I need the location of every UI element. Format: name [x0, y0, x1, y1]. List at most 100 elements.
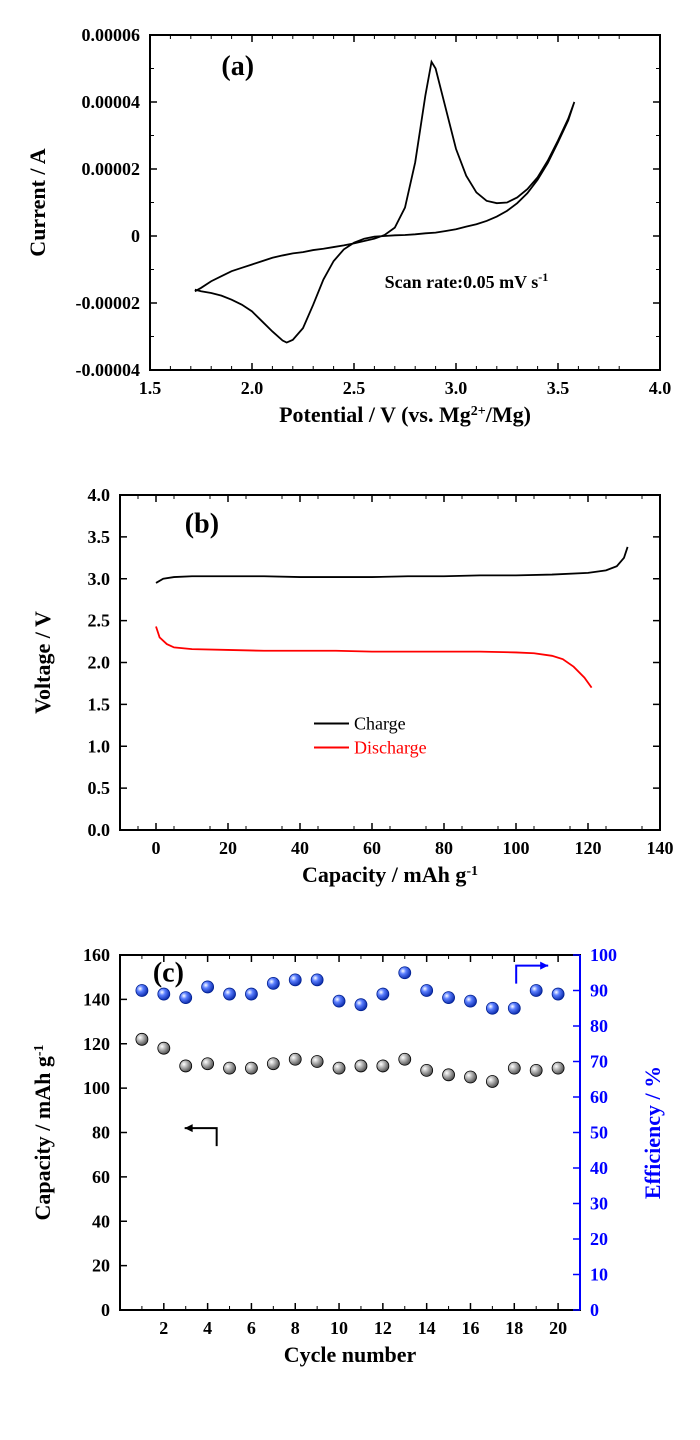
panel-c-xlabel: Cycle number [284, 1342, 417, 1367]
legend-discharge: Discharge [354, 738, 427, 758]
capacity-point [552, 1062, 564, 1074]
panel-c-svg: 2468101214161820020406080100120140160010… [20, 940, 680, 1380]
panel-a-annotation: Scan rate:0.05 mV s-1 [385, 270, 549, 292]
svg-text:20: 20 [590, 1229, 608, 1249]
svg-text:80: 80 [92, 1123, 110, 1143]
capacity-point [289, 1053, 301, 1065]
svg-text:60: 60 [92, 1167, 110, 1187]
efficiency-point [508, 1002, 520, 1014]
svg-text:140: 140 [83, 989, 110, 1009]
svg-text:Potential / V (vs. Mg2+/Mg): Potential / V (vs. Mg2+/Mg) [279, 402, 531, 427]
panel-b-svg: 0204060801001201400.00.51.01.52.02.53.03… [20, 480, 680, 900]
panel-a-label: (a) [221, 51, 254, 82]
efficiency-point [377, 988, 389, 1000]
svg-text:4: 4 [203, 1318, 212, 1338]
svg-text:0: 0 [131, 226, 140, 246]
svg-text:3.5: 3.5 [547, 378, 570, 398]
capacity-point [443, 1069, 455, 1081]
capacity-point [136, 1033, 148, 1045]
svg-text:10: 10 [330, 1318, 348, 1338]
svg-text:-0.00004: -0.00004 [76, 360, 141, 380]
efficiency-point [421, 985, 433, 997]
svg-text:3.0: 3.0 [445, 378, 468, 398]
svg-text:100: 100 [503, 838, 530, 858]
svg-text:2.0: 2.0 [88, 653, 111, 673]
svg-text:2.0: 2.0 [241, 378, 264, 398]
svg-text:3.0: 3.0 [88, 569, 111, 589]
efficiency-point [399, 967, 411, 979]
panel-c-ylabel-right: Efficiency / % [640, 1066, 665, 1199]
efficiency-point [136, 985, 148, 997]
svg-text:0.00006: 0.00006 [82, 25, 141, 45]
svg-text:18: 18 [505, 1318, 523, 1338]
capacity-point [267, 1058, 279, 1070]
svg-text:16: 16 [461, 1318, 479, 1338]
panel-c-ylabel-left: Capacity / mAh g-1 [30, 1044, 55, 1220]
capacity-point [224, 1062, 236, 1074]
svg-text:20: 20 [219, 838, 237, 858]
panel-a-ylabel: Current / A [25, 148, 50, 256]
svg-text:3.5: 3.5 [88, 527, 111, 547]
capacity-point [377, 1060, 389, 1072]
svg-text:40: 40 [590, 1158, 608, 1178]
svg-text:1.0: 1.0 [88, 736, 111, 756]
svg-text:4.0: 4.0 [649, 378, 672, 398]
panel-a-container: 1.52.02.53.03.54.0-0.00004-0.0000200.000… [20, 20, 680, 440]
svg-text:2: 2 [159, 1318, 168, 1338]
svg-text:2.5: 2.5 [343, 378, 366, 398]
efficiency-point [289, 974, 301, 986]
efficiency-point [202, 981, 214, 993]
efficiency-point [267, 977, 279, 989]
efficiency-point [333, 995, 345, 1007]
svg-text:30: 30 [590, 1194, 608, 1214]
efficiency-point [224, 988, 236, 1000]
panel-b-xlabel: Capacity / mAh g-1 [302, 862, 478, 887]
svg-text:20: 20 [549, 1318, 567, 1338]
svg-text:50: 50 [590, 1123, 608, 1143]
svg-text:0.00004: 0.00004 [82, 92, 141, 112]
panel-c-label: (c) [153, 958, 184, 989]
capacity-point [333, 1062, 345, 1074]
svg-text:-0.00002: -0.00002 [76, 293, 141, 313]
capacity-point [202, 1058, 214, 1070]
svg-text:40: 40 [92, 1211, 110, 1231]
legend-charge: Charge [354, 714, 406, 734]
efficiency-point [180, 992, 192, 1004]
capacity-point [464, 1071, 476, 1083]
svg-text:8: 8 [291, 1318, 300, 1338]
panel-c-container: 2468101214161820020406080100120140160010… [20, 940, 680, 1380]
series-discharge [156, 626, 592, 687]
capacity-point [158, 1042, 170, 1054]
efficiency-point [158, 988, 170, 1000]
svg-text:1.5: 1.5 [88, 694, 111, 714]
svg-text:80: 80 [590, 1016, 608, 1036]
capacity-point [421, 1064, 433, 1076]
svg-text:90: 90 [590, 981, 608, 1001]
efficiency-point [464, 995, 476, 1007]
capacity-point [530, 1064, 542, 1076]
efficiency-point [355, 999, 367, 1011]
capacity-point [180, 1060, 192, 1072]
svg-text:160: 160 [83, 945, 110, 965]
efficiency-point [245, 988, 257, 1000]
svg-text:6: 6 [247, 1318, 256, 1338]
efficiency-point [530, 985, 542, 997]
svg-text:140: 140 [647, 838, 674, 858]
svg-text:2.5: 2.5 [88, 611, 111, 631]
svg-text:0.0: 0.0 [88, 820, 111, 840]
capacity-point [508, 1062, 520, 1074]
svg-text:120: 120 [83, 1034, 110, 1054]
panel-b-ylabel: Voltage / V [30, 611, 55, 714]
panel-a-svg: 1.52.02.53.03.54.0-0.00004-0.0000200.000… [20, 20, 680, 440]
svg-text:0: 0 [152, 838, 161, 858]
efficiency-point [443, 992, 455, 1004]
capacity-point [355, 1060, 367, 1072]
panel-b-label: (b) [185, 509, 219, 540]
svg-text:20: 20 [92, 1256, 110, 1276]
svg-text:60: 60 [590, 1087, 608, 1107]
svg-text:80: 80 [435, 838, 453, 858]
svg-text:100: 100 [590, 945, 617, 965]
efficiency-point [311, 974, 323, 986]
svg-text:100: 100 [83, 1078, 110, 1098]
series-charge [156, 547, 628, 583]
